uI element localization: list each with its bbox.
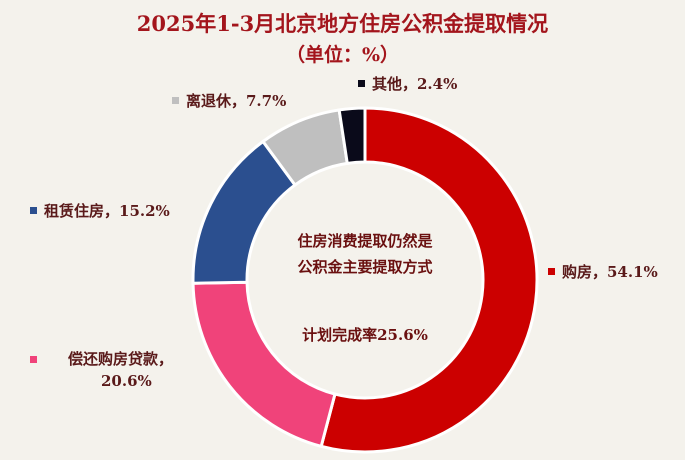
center-text-line1: 住房消费提取仍然是 <box>297 232 433 250</box>
legend-marker-changhuan <box>30 356 37 363</box>
center-text-line3: 计划完成率25.6% <box>302 326 428 344</box>
chart-title: 2025年1-3月北京地方住房公积金提取情况 <box>136 11 549 36</box>
label-zulin: 租赁住房，15.2% <box>44 202 170 220</box>
center-text-line2: 公积金主要提取方式 <box>297 258 432 276</box>
legend-marker-zulin <box>30 207 37 214</box>
label-changhuan-line2: 20.6% <box>101 372 152 390</box>
legend-marker-gouwu <box>548 268 555 275</box>
legend-marker-qita <box>358 80 365 87</box>
label-lituixiu: 离退休，7.7% <box>186 92 286 110</box>
label-gouwu: 购房，54.1% <box>562 263 658 281</box>
legend-marker-lituixiu <box>172 97 179 104</box>
label-qita: 其他，2.4% <box>372 75 457 93</box>
slice-0 <box>319 106 539 454</box>
chart-subtitle: （单位：%） <box>285 44 400 66</box>
label-changhuan-line1: 偿还购房贷款， <box>68 350 173 368</box>
slice-4 <box>337 106 367 166</box>
slice-1 <box>191 280 337 449</box>
